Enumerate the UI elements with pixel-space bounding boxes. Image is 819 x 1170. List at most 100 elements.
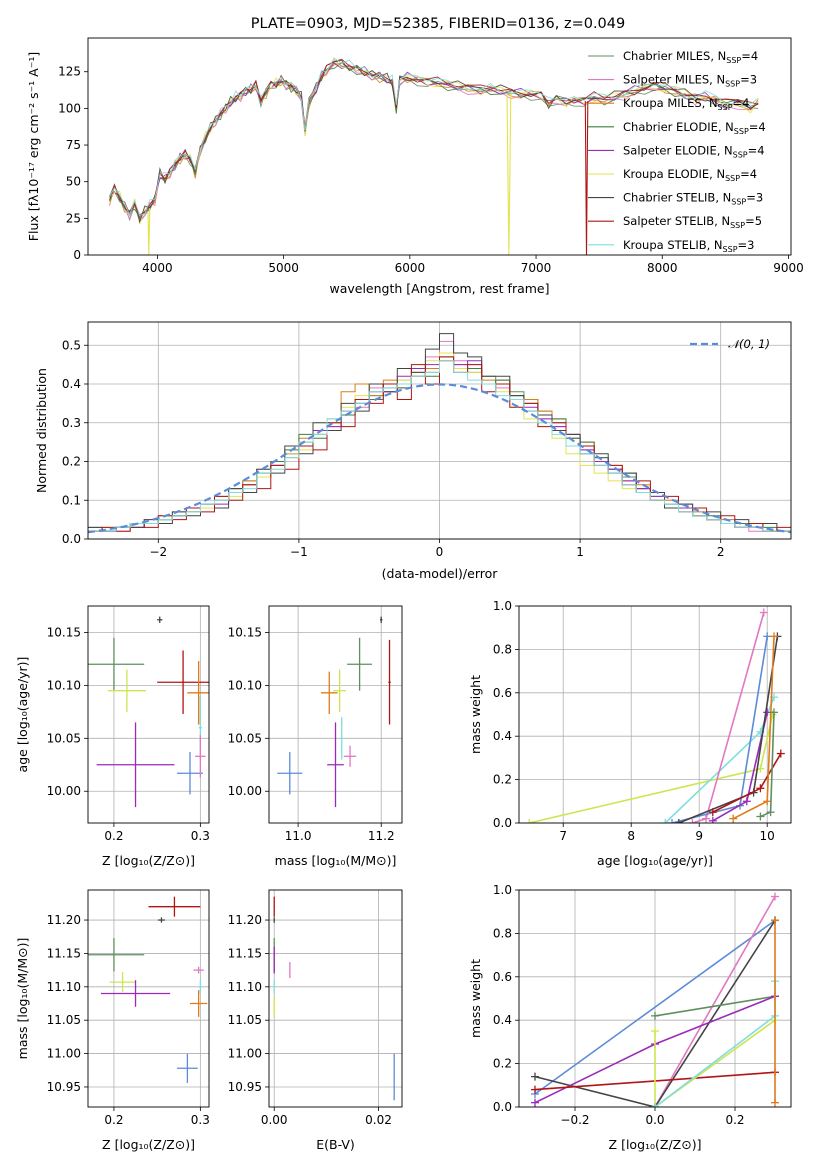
x-tick-label: −1: [290, 545, 308, 559]
legend-label: Kroupa MILES, NSSP=4: [623, 96, 749, 112]
mass-vs-extinction-panel: 0.00 0.02 10.95 11.00 11.05 11.10 11.15 11.20 E(…: [228, 889, 403, 1152]
x-tick-label: 2: [717, 545, 725, 559]
age-vs-metallicity-panel: 0.2 0.3 10.00 10.05 10.10 10.15 Z [log₁₀(Z/Z⊙)…: [15, 605, 210, 868]
x-axis-label: Z [log₁₀(Z/Z⊙)]: [102, 1137, 195, 1152]
spectrum-spike: [584, 100, 589, 255]
y-tick-label: 0.0: [493, 816, 512, 830]
y-axis-label: age [log₁₀(age/yr)]: [15, 657, 30, 773]
legend-label: Salpeter ELODIE, NSSP=4: [623, 143, 765, 159]
weight-line: [654, 896, 776, 1107]
y-tick-label: 0.0: [62, 532, 81, 546]
y-tick-label: 10.00: [228, 784, 262, 798]
normal-curve: [88, 383, 791, 534]
x-axis-label: Z [log₁₀(Z/Z⊙)]: [609, 1137, 702, 1152]
axes-frame: [268, 889, 403, 1108]
x-tick-label: 9: [695, 829, 703, 843]
y-tick-label: 0.4: [493, 729, 512, 743]
x-tick-label: −2: [149, 545, 167, 559]
y-tick-label: 11.20: [47, 913, 81, 927]
y-tick-label: 0.2: [493, 773, 512, 787]
spectrum-line: [109, 62, 759, 218]
x-tick-label: −0.2: [560, 1113, 589, 1127]
x-tick-label: 8: [627, 829, 635, 843]
y-axis-label: mass weight: [468, 675, 483, 754]
spectrum-line: [109, 62, 759, 220]
legend-label: Chabrier STELIB, NSSP=3: [623, 191, 763, 207]
y-tick-label: 0.8: [493, 926, 512, 940]
x-tick-label: 0.2: [104, 1113, 123, 1127]
y-axis-label: mass weight: [468, 959, 483, 1038]
spectrum-spike: [506, 93, 512, 255]
x-tick-label: 0.2: [725, 1113, 744, 1127]
y-tick-label: 25: [66, 211, 81, 225]
y-tick-label: 1.0: [493, 883, 512, 897]
x-tick-label: 0.02: [365, 1113, 392, 1127]
y-tick-label: 11.00: [228, 1047, 262, 1061]
y-tick-label: 0.8: [493, 642, 512, 656]
y-tick-label: 0.5: [62, 338, 81, 352]
x-tick-label: 0.00: [261, 1113, 288, 1127]
y-tick-label: 10.10: [47, 678, 81, 692]
y-tick-label: 0.1: [62, 493, 81, 507]
spectrum-line: [109, 58, 759, 225]
y-axis-label: mass [log₁₀(M/M⊙)]: [15, 938, 30, 1060]
y-tick-label: 11.15: [228, 946, 262, 960]
x-tick-label: 7000: [521, 261, 552, 275]
error-bars: [88, 616, 209, 808]
x-tick-label: 1: [576, 545, 584, 559]
legend-label: Chabrier ELODIE, NSSP=4: [623, 120, 766, 136]
y-tick-label: 125: [58, 65, 81, 79]
x-tick-label: 11.2: [368, 829, 395, 843]
axes-frame: [87, 321, 792, 540]
axes-frame: [87, 889, 210, 1108]
mass-vs-metallicity-panel: 0.2 0.3 10.95 11.00 11.05 11.10 11.15 11.20 Z [l…: [15, 889, 210, 1152]
spectrum-lines: [109, 57, 759, 255]
spectrum-line: [109, 58, 759, 216]
y-tick-label: 100: [58, 101, 81, 115]
y-tick-label: 10.15: [228, 625, 262, 639]
legend-label: 𝒩(0, 1): [728, 337, 770, 351]
y-tick-label: 11.10: [47, 980, 81, 994]
spectrum-panel: 4000 5000 6000 7000 8000 9000 0 25 50 75 100 125 Cha…: [26, 37, 804, 296]
histogram-steps: [88, 333, 791, 534]
legend-label: Kroupa ELODIE, NSSP=4: [623, 167, 757, 183]
x-axis-label: (data-model)/error: [382, 566, 499, 581]
legend-label: Chabrier MILES, NSSP=4: [623, 49, 758, 65]
legend-label: Kroupa STELIB, NSSP=3: [623, 238, 754, 254]
x-tick-label: 10: [760, 829, 775, 843]
weight-line: [654, 1019, 776, 1107]
y-tick-label: 0.4: [62, 377, 81, 391]
x-tick-label: 6000: [395, 261, 426, 275]
x-tick-label: 5000: [268, 261, 299, 275]
y-tick-label: 11.05: [228, 1013, 262, 1027]
age-vs-mass-panel: 11.0 11.2 10.00 10.05 10.10 10.15 mass [log₁₀(…: [228, 605, 403, 868]
axes-frame: [518, 605, 792, 824]
x-tick-label: 0.0: [645, 1113, 664, 1127]
mass-weight-vs-metallicity-panel: −0.2 0.0 0.2 0.0 0.2 0.4 0.6 0.8 1.0 Z [log₁₀(Z/Z…: [468, 883, 792, 1152]
x-tick-label: 7: [559, 829, 567, 843]
y-tick-label: 11.10: [228, 980, 262, 994]
y-tick-label: 10.00: [47, 784, 81, 798]
y-tick-label: 11.05: [47, 1013, 81, 1027]
axes-frame: [268, 605, 403, 824]
x-axis-label: age [log₁₀(age/yr)]: [597, 853, 713, 868]
error-bars: [277, 616, 391, 808]
y-tick-label: 1.0: [493, 599, 512, 613]
x-axis-label: Z [log₁₀(Z/Z⊙)]: [102, 853, 195, 868]
y-tick-label: 75: [66, 138, 81, 152]
weight-lines: [531, 892, 779, 1107]
residual-histogram-panel: −2 −1 0 1 2 0.0 0.1 0.2 0.3 0.4 0.5 𝒩(0, 1) (data-mo…: [34, 321, 792, 581]
x-tick-label: 11.0: [285, 829, 312, 843]
x-axis-label: mass [log₁₀(M/M⊙)]: [275, 853, 397, 868]
spectrum-line: [109, 57, 759, 217]
y-tick-label: 0.6: [493, 686, 512, 700]
y-axis-label: Normed distribution: [34, 368, 49, 493]
y-tick-label: 0.2: [493, 1057, 512, 1071]
y-tick-label: 10.10: [228, 678, 262, 692]
x-tick-label: 0.3: [191, 829, 210, 843]
y-axis-label: Flux [fλ10⁻¹⁷ erg cm⁻² s⁻¹ A⁻¹]: [26, 52, 41, 241]
axes-frame: [87, 605, 210, 824]
y-tick-label: 0.0: [493, 1100, 512, 1114]
x-axis-label: E(B-V): [316, 1137, 355, 1152]
